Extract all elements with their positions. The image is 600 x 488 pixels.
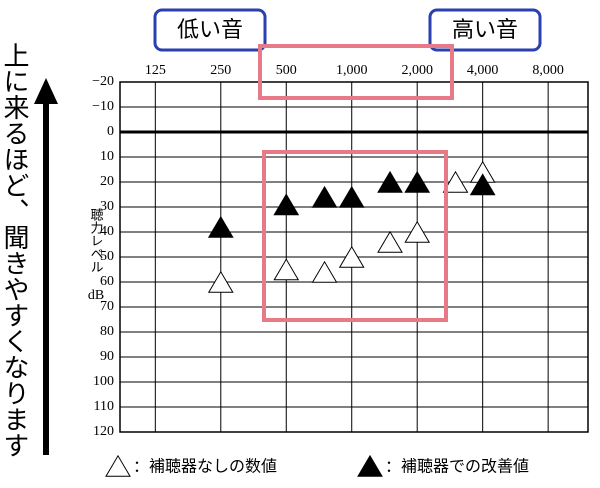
- data-point: [311, 185, 338, 208]
- y-tick-label: 30: [100, 199, 114, 214]
- left-note: 上に来るほど、聞きやすくなります: [0, 42, 29, 458]
- x-tick-label: 4,000: [467, 63, 499, 78]
- x-tick-label: 2,000: [401, 63, 433, 78]
- data-point: [377, 230, 403, 253]
- y-tick-label: 0: [107, 124, 114, 139]
- data-point: [207, 270, 234, 293]
- data-point: [442, 170, 469, 193]
- y-tick-label: 120: [93, 424, 114, 439]
- y-tick-label: −10: [92, 99, 114, 114]
- y-tick-label: 90: [100, 349, 114, 364]
- y-tick-label: 70: [100, 299, 114, 314]
- highlight-box: [262, 150, 448, 322]
- data-point: [311, 260, 338, 283]
- y-tick-label: 10: [100, 149, 114, 164]
- y-tick-label: −20: [92, 74, 114, 89]
- data-point: [377, 170, 403, 193]
- x-tick-label: 250: [210, 63, 231, 78]
- y-tick-label: 40: [100, 224, 114, 239]
- low-box: [153, 8, 267, 52]
- legend-marker: [357, 454, 383, 477]
- high-label: 高い音: [452, 18, 518, 43]
- y-unit: dB: [88, 288, 104, 303]
- legend-label: ：補聴器での改善値: [385, 457, 529, 476]
- y-label: 聴力レベル: [88, 208, 104, 273]
- arrow-head: [34, 78, 58, 104]
- y-tick-label: 100: [93, 374, 114, 389]
- y-tick-label: 20: [100, 174, 114, 189]
- x-tick-label: 125: [145, 63, 166, 78]
- y-tick-label: 110: [94, 399, 114, 414]
- legend-marker: [105, 454, 131, 477]
- highlight-box: [258, 44, 454, 100]
- data-point: [207, 215, 234, 238]
- data-point: [338, 185, 365, 208]
- x-tick-label: 1,000: [336, 63, 368, 78]
- data-point: [273, 193, 300, 216]
- x-tick-label: 500: [276, 63, 297, 78]
- y-tick-label: 60: [100, 274, 114, 289]
- y-tick-label: 80: [100, 324, 114, 339]
- data-point: [273, 258, 300, 281]
- y-tick-label: 50: [100, 249, 114, 264]
- data-point: [404, 170, 431, 193]
- low-label: 低い音: [177, 18, 243, 43]
- data-point: [469, 173, 496, 196]
- data-point: [404, 220, 431, 243]
- legend-label: ：補聴器なしの数値: [133, 457, 277, 476]
- x-tick-label: 8,000: [532, 63, 564, 78]
- data-point: [338, 245, 365, 268]
- high-box: [428, 8, 542, 52]
